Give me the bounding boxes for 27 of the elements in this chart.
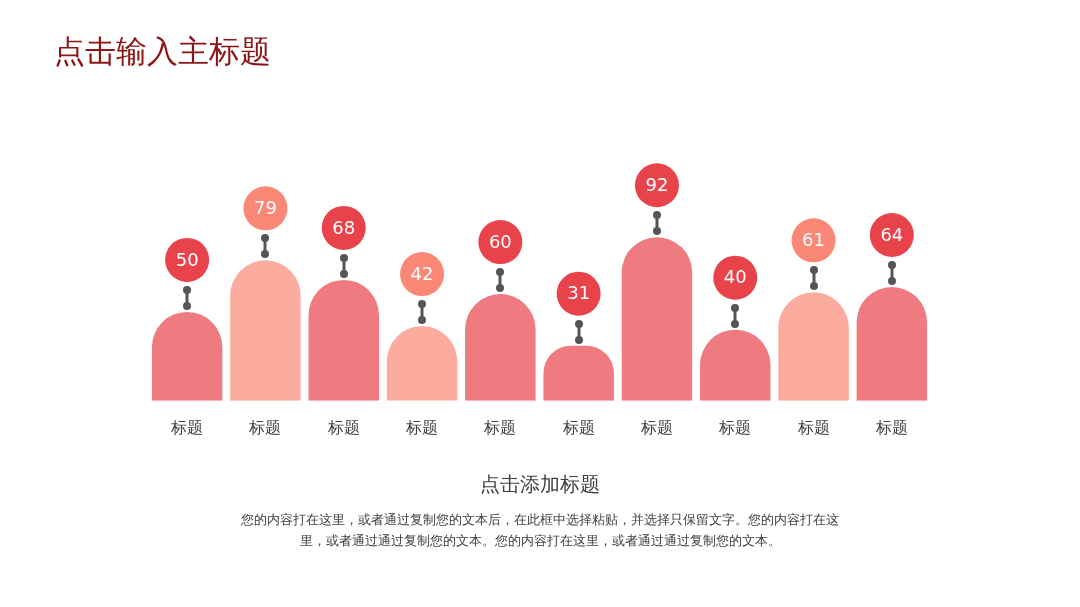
text: 您的内容打在这里，或者通过复制您的文本后，在此框中选择粘贴，并选择只保留文字。您的内容打在这里，或者通过通过复制您的文本。您的内容打在这里，或者通过通过复制您的文本。 (240, 511, 840, 550)
x-tick-label: 标题 (796, 417, 830, 437)
x-tick-label: 标题 (248, 417, 282, 437)
data-label: 40 (723, 266, 747, 288)
bar (308, 279, 379, 401)
x-tick-label: 标题 (170, 417, 204, 437)
data-label: 61 (802, 229, 825, 251)
bar (230, 260, 301, 401)
bar (856, 287, 928, 401)
x-tick-label: 标题 (483, 417, 517, 437)
data-label: 64 (880, 223, 904, 245)
x-tick-label: 标题 (405, 417, 439, 437)
x-tick-label: 标题 (718, 417, 752, 437)
data-label: 79 (254, 197, 277, 219)
text: 点击添加标题 (479, 471, 601, 498)
data-label: 50 (175, 248, 199, 270)
x-tick-label: 标题 (639, 417, 673, 437)
x-tick-label: 标题 (326, 417, 360, 437)
chart-title: 点击输入主标题 (54, 33, 271, 69)
x-tick-label: 标题 (561, 417, 595, 437)
data-label: 42 (410, 262, 434, 284)
x-tick-label: 标题 (874, 417, 908, 437)
data-label: 31 (567, 282, 591, 304)
data-label: 60 (488, 230, 512, 252)
data-label: 68 (332, 216, 356, 238)
data-label: 92 (645, 173, 669, 195)
bar (621, 237, 693, 401)
